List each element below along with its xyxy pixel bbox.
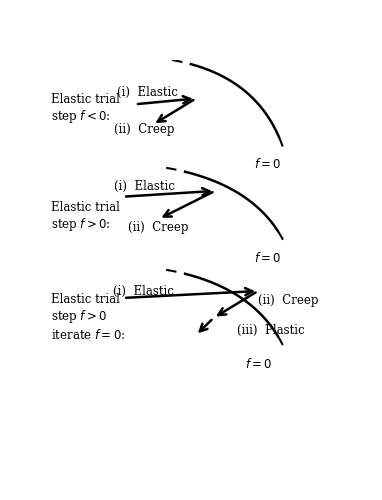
Text: (i)  Elastic: (i) Elastic (117, 86, 178, 99)
Text: Elastic trial
step $f > 0$
iterate $f = 0$:: Elastic trial step $f > 0$ iterate $f = … (51, 293, 125, 342)
Text: Elastic trial
step $f > 0$:: Elastic trial step $f > 0$: (51, 200, 120, 233)
Text: $f = 0$: $f = 0$ (244, 357, 272, 371)
Text: (ii)  Creep: (ii) Creep (258, 294, 319, 306)
Text: $f = 0$: $f = 0$ (254, 252, 281, 266)
Text: $f = 0$: $f = 0$ (254, 157, 281, 171)
Text: (iii)  Plastic: (iii) Plastic (237, 324, 305, 337)
Text: (ii)  Creep: (ii) Creep (128, 220, 188, 234)
Text: (i)  Elastic: (i) Elastic (113, 284, 174, 298)
Text: Elastic trial
step $f < 0$:: Elastic trial step $f < 0$: (51, 92, 120, 125)
Text: (i)  Elastic: (i) Elastic (114, 180, 175, 193)
Text: (ii)  Creep: (ii) Creep (114, 123, 175, 136)
